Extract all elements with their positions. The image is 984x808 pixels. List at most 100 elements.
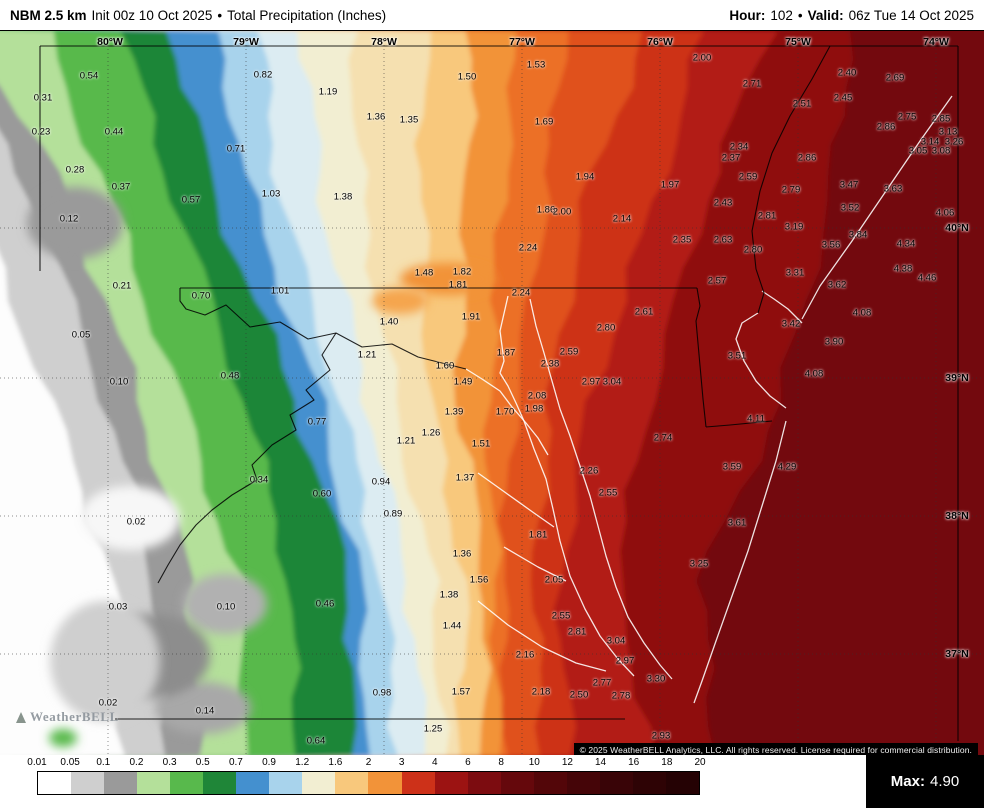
precip-value-label: 1.38 — [333, 191, 353, 203]
precip-value-label: 1.19 — [318, 86, 338, 98]
precip-value-label: 0.48 — [220, 370, 240, 382]
precip-value-label: 2.61 — [634, 306, 654, 318]
precip-value-label: 2.38 — [540, 358, 560, 370]
precip-value-label: 3.08 — [931, 145, 951, 157]
precip-value-label: 2.75 — [897, 111, 917, 123]
colorbar-segment — [566, 772, 600, 794]
precip-value-label: 1.26 — [421, 427, 441, 439]
precip-value-label: 1.70 — [495, 406, 515, 418]
colorbar-tick: 0.01 — [27, 757, 47, 768]
colorbar-tick: 14 — [594, 757, 607, 768]
precip-value-label: 0.77 — [307, 416, 327, 428]
precip-value-label: 2.18 — [531, 686, 551, 698]
precip-value-label: 2.79 — [781, 184, 801, 196]
latitude-label: 39°N — [945, 372, 969, 384]
precip-value-label: 3.59 — [722, 461, 742, 473]
precip-value-label: 1.36 — [452, 548, 472, 560]
precip-value-label: 2.78 — [611, 690, 631, 702]
colorbar-segment — [533, 772, 567, 794]
precip-value-label: 0.70 — [191, 290, 211, 302]
precip-value-label: 1.40 — [379, 316, 399, 328]
precip-value-label: 3.62 — [827, 279, 847, 291]
colorbar-segment — [302, 772, 336, 794]
precip-value-label: 2.93 — [651, 730, 671, 742]
colorbar-tick: 10 — [528, 757, 540, 768]
precip-value-label: 2.24 — [511, 287, 531, 299]
copyright-notice: © 2025 WeatherBELL Analytics, LLC. All r… — [573, 743, 978, 755]
precip-value-label: 1.81 — [448, 279, 468, 291]
product-name: Total Precipitation (Inches) — [227, 7, 387, 23]
precip-value-label: 1.98 — [524, 403, 544, 415]
precip-value-label: 2.69 — [885, 72, 905, 84]
precip-value-label: 2.16 — [515, 649, 535, 661]
precip-value-label: 2.00 — [692, 52, 712, 64]
precip-value-label: 0.44 — [104, 126, 124, 138]
precip-value-label: 2.97 — [615, 655, 635, 667]
precip-value-label: 0.10 — [109, 376, 129, 388]
precip-value-label: 1.91 — [461, 311, 481, 323]
precip-value-label: 3.04 — [602, 376, 622, 388]
precip-value-label: 2.59 — [738, 171, 758, 183]
weatherbell-logo-text: WeatherBELL — [30, 709, 119, 724]
latitude-label: 38°N — [945, 510, 969, 522]
longitude-label: 76°W — [647, 36, 673, 48]
max-value: 4.90 — [929, 773, 960, 790]
colorbar-tick: 8 — [498, 757, 504, 768]
precip-value-label: 3.26 — [944, 136, 964, 148]
precip-value-label: 1.03 — [261, 188, 281, 200]
precip-value-label: 2.86 — [876, 121, 896, 133]
colorbar-tick: 1.6 — [328, 757, 343, 768]
precip-value-label: 3.04 — [606, 635, 626, 647]
precip-value-label: 1.82 — [452, 266, 472, 278]
precip-value-label: 2.63 — [713, 234, 733, 246]
longitude-label: 74°W — [923, 36, 949, 48]
precip-value-label: 0.03 — [108, 601, 128, 613]
precip-value-label: 3.31 — [785, 267, 805, 279]
precip-value-label: 0.37 — [111, 181, 131, 193]
precip-value-label: 2.55 — [551, 610, 571, 622]
latitude-label: 37°N — [945, 648, 969, 660]
precip-value-label: 2.86 — [797, 152, 817, 164]
colorbar — [37, 771, 700, 795]
precip-value-label: 0.23 — [31, 126, 51, 138]
precip-value-label: 1.81 — [528, 529, 548, 541]
precip-value-label: 4.06 — [935, 207, 955, 219]
precip-value-label: 2.45 — [833, 92, 853, 104]
precip-value-label: 2.74 — [653, 432, 673, 444]
precip-value-label: 2.97 — [581, 376, 601, 388]
product-title: NBM 2.5 km Init 00z 10 Oct 2025 • Total … — [10, 8, 386, 23]
precip-value-label: 2.24 — [518, 242, 538, 254]
precip-value-label: 1.60 — [435, 360, 455, 372]
precip-value-label: 0.46 — [315, 598, 335, 610]
longitude-label: 79°W — [233, 36, 259, 48]
hour-value: 102 — [770, 7, 793, 23]
colorbar-tick: 16 — [628, 757, 640, 768]
precip-value-label: 1.44 — [442, 620, 462, 632]
tree-icon — [16, 711, 26, 723]
precip-value-label: 4.11 — [747, 413, 765, 425]
colorbar-segment — [104, 772, 138, 794]
colorbar-segment — [632, 772, 666, 794]
colorbar-tick: 0.05 — [60, 757, 80, 768]
colorbar-tick: 2 — [365, 757, 372, 768]
precip-value-label: 1.35 — [399, 114, 419, 126]
longitude-label: 78°W — [371, 36, 397, 48]
precip-value-label: 1.87 — [496, 347, 516, 359]
precip-value-label: 2.55 — [598, 487, 618, 499]
precip-value-label: 4.34 — [896, 238, 916, 250]
valid-separator: • — [797, 7, 803, 23]
precip-value-label: 2.85 — [931, 113, 951, 125]
precip-value-label: 2.05 — [544, 574, 564, 586]
precip-value-label: 2.59 — [559, 346, 579, 358]
colorbar-tick: 3 — [398, 757, 405, 768]
colorbar-segment — [401, 772, 435, 794]
colorbar-segment — [434, 772, 468, 794]
precip-value-label: 3.42 — [781, 318, 801, 330]
precip-value-label: 2.37 — [721, 152, 741, 164]
max-value-box: Max: 4.90 — [866, 755, 984, 808]
precip-value-label: 4.08 — [852, 307, 872, 319]
precip-value-label: 2.81 — [567, 626, 587, 638]
precip-value-label: 3.19 — [784, 221, 804, 233]
precipitation-map: 0.54 0.31 0.23 0.82 1.19 1.36 1.35 1.50 1.53 1.69… — [0, 30, 984, 755]
